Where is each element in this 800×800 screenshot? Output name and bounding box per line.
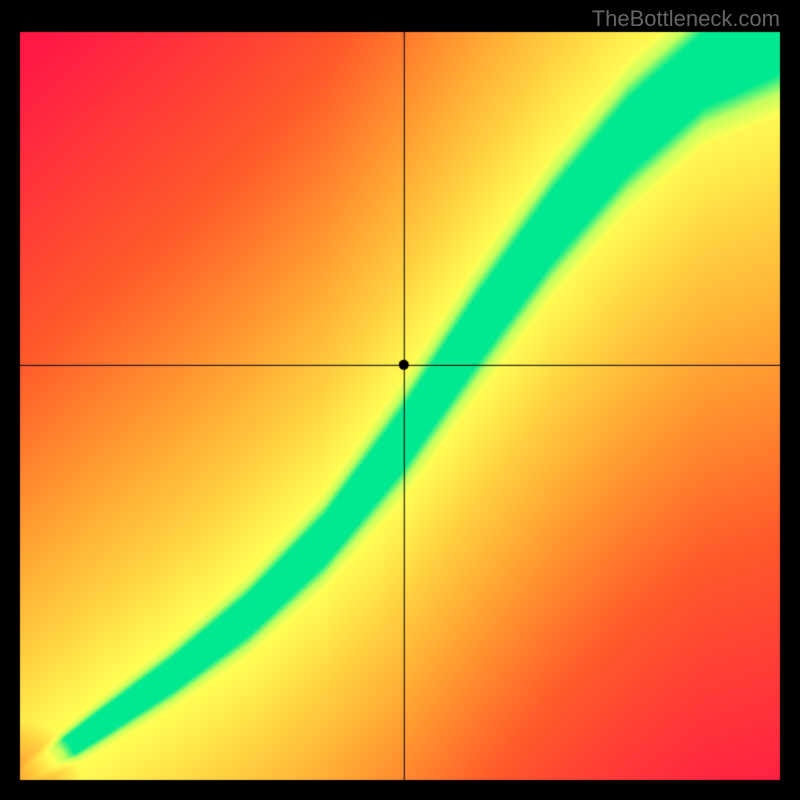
- chart-container: TheBottleneck.com: [0, 0, 800, 800]
- watermark: TheBottleneck.com: [592, 6, 780, 32]
- heatmap-canvas: [0, 0, 800, 800]
